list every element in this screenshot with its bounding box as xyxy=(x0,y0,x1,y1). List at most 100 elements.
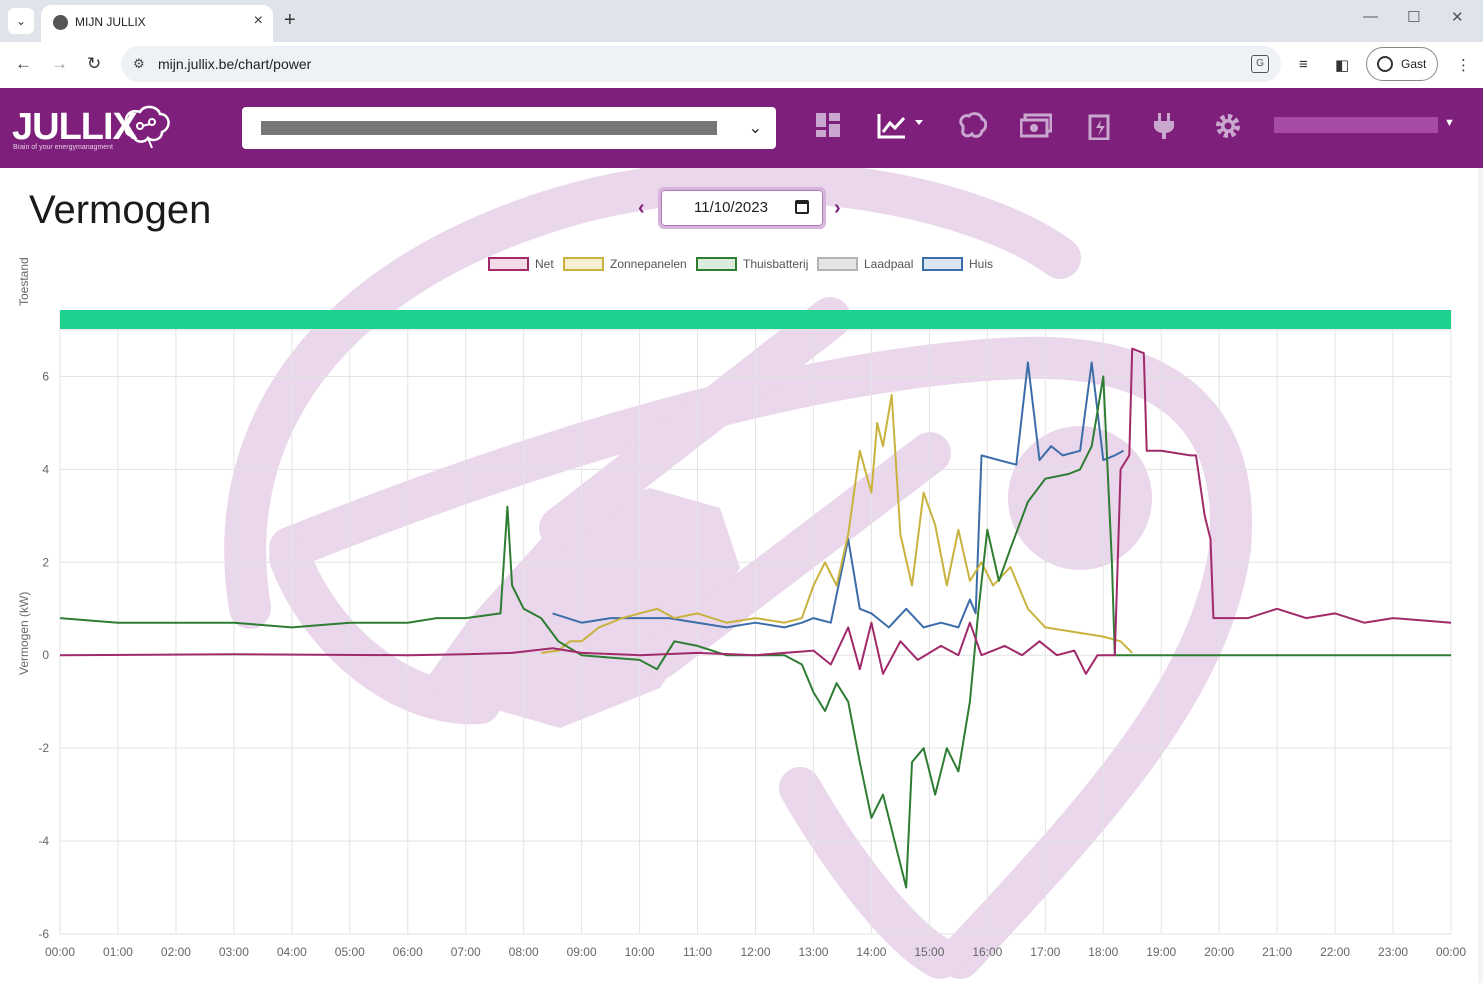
new-tab-button[interactable]: + xyxy=(284,9,296,31)
brain-icon[interactable] xyxy=(957,112,987,140)
x-tick-label: 08:00 xyxy=(509,945,539,959)
series-line-zonnepanelen xyxy=(540,394,1133,654)
x-tick-label: 23:00 xyxy=(1378,945,1408,959)
browser-tab-strip: ⌄ MIJN JULLIX × + — ☐ ✕ xyxy=(0,0,1483,42)
back-icon[interactable]: ← xyxy=(15,54,32,73)
y-tick-label: 0 xyxy=(42,648,49,662)
legend-swatch xyxy=(563,257,604,271)
forward-icon[interactable]: → xyxy=(51,54,68,73)
series-line-thuisbatterij xyxy=(59,375,1451,889)
user-menu-redacted[interactable] xyxy=(1274,117,1438,133)
x-tick-label: 11:00 xyxy=(683,945,712,959)
browser-toolbar: ← → ↻ ⚙ mijn.jullix.be/chart/power G ≡ ◧… xyxy=(0,42,1483,88)
status-axis-label: Toestand xyxy=(17,257,31,306)
y-tick-label: -6 xyxy=(38,927,49,941)
tab-search-button[interactable]: ⌄ xyxy=(8,8,34,34)
profile-icon xyxy=(1377,56,1393,72)
x-tick-label: 21:00 xyxy=(1262,945,1292,959)
site-info-icon[interactable]: ⚙ xyxy=(133,56,145,71)
x-tick-label: 19:00 xyxy=(1146,945,1176,959)
legend-swatch xyxy=(817,257,858,271)
page-scrollbar[interactable] xyxy=(1478,168,1483,983)
maximize-icon[interactable]: ☐ xyxy=(1407,9,1421,26)
side-panel-icon[interactable]: ◧ xyxy=(1335,57,1350,74)
profile-label: Gast xyxy=(1401,57,1427,71)
site-select[interactable]: ⌄ xyxy=(242,107,776,149)
browser-menu-icon[interactable]: ⋮ xyxy=(1456,57,1471,74)
media-control-icon[interactable]: ≡ xyxy=(1299,56,1308,73)
address-bar[interactable]: ⚙ mijn.jullix.be/chart/power G xyxy=(121,46,1281,82)
y-tick-label: -2 xyxy=(38,741,49,755)
x-tick-label: 09:00 xyxy=(567,945,597,959)
legend-swatch xyxy=(488,257,529,271)
x-tick-label: 04:00 xyxy=(277,945,307,959)
close-tab-icon[interactable]: × xyxy=(253,12,263,29)
legend-label: Zonnepanelen xyxy=(610,257,687,271)
reload-icon[interactable]: ↻ xyxy=(87,54,102,73)
x-tick-label: 17:00 xyxy=(1030,945,1060,959)
legend-swatch xyxy=(696,257,737,271)
x-tick-label: 15:00 xyxy=(914,945,944,959)
battery-icon[interactable] xyxy=(1088,112,1112,140)
previous-day-button[interactable]: ‹ xyxy=(638,197,645,219)
legend-item-thuisbatterij[interactable]: Thuisbatterij xyxy=(696,256,808,272)
globe-icon xyxy=(53,15,68,30)
series-line-huis xyxy=(552,361,1124,629)
y-axis-label: Vermogen (kW) xyxy=(17,592,31,675)
legend-item-zonnepanelen[interactable]: Zonnepanelen xyxy=(563,256,687,272)
x-tick-label: 01:00 xyxy=(103,945,133,959)
page-title: Vermogen xyxy=(29,188,212,232)
calendar-icon[interactable] xyxy=(795,200,809,214)
x-tick-label: 20:00 xyxy=(1204,945,1234,959)
close-window-icon[interactable]: ✕ xyxy=(1451,9,1464,26)
gear-icon[interactable] xyxy=(1214,112,1242,140)
brand-tagline: Brain of your energymanagment xyxy=(13,144,113,151)
x-tick-label: 03:00 xyxy=(219,945,249,959)
dashboard-icon[interactable] xyxy=(815,112,841,138)
chart-grid xyxy=(59,310,1452,935)
profile-button[interactable]: Gast xyxy=(1366,47,1438,81)
site-name-redacted xyxy=(261,121,717,135)
tab-title: MIJN JULLIX xyxy=(75,15,146,29)
x-tick-label: 13:00 xyxy=(798,945,828,959)
status-bar[interactable] xyxy=(60,310,1451,329)
money-icon[interactable] xyxy=(1020,112,1052,138)
legend-item-net[interactable]: Net xyxy=(488,256,554,272)
chart-icon[interactable] xyxy=(877,112,925,140)
caret-down-icon[interactable]: ▼ xyxy=(1444,117,1455,129)
legend-swatch xyxy=(922,257,963,271)
x-tick-label: 06:00 xyxy=(393,945,423,959)
minimize-icon[interactable]: — xyxy=(1363,8,1378,25)
plug-icon[interactable] xyxy=(1153,112,1175,140)
legend-item-laadpaal[interactable]: Laadpaal xyxy=(817,256,913,272)
chevron-down-icon: ⌄ xyxy=(748,120,762,137)
date-picker[interactable]: 11/10/2023 xyxy=(658,187,826,229)
x-axis-ticks: 00:00 01:00 02:00 03:00 04:00 05:00 06:00 07:00… xyxy=(45,945,1466,959)
url-text[interactable]: mijn.jullix.be/chart/power xyxy=(158,56,312,72)
y-tick-label: -4 xyxy=(38,834,49,848)
y-tick-label: 6 xyxy=(42,369,49,383)
x-tick-label: 12:00 xyxy=(740,945,770,959)
browser-tab[interactable]: MIJN JULLIX × xyxy=(41,5,273,42)
x-tick-label: 05:00 xyxy=(335,945,365,959)
x-tick-label: 02:00 xyxy=(161,945,191,959)
y-tick-label: 4 xyxy=(42,462,49,476)
x-tick-label: 00:00 xyxy=(45,945,75,959)
x-tick-label: 22:00 xyxy=(1320,945,1350,959)
series-line-net xyxy=(59,347,1452,675)
x-tick-label: 14:00 xyxy=(856,945,886,959)
legend-label: Huis xyxy=(969,257,994,271)
date-input[interactable]: 11/10/2023 xyxy=(661,190,823,226)
chart-series xyxy=(59,347,1452,889)
x-tick-label: 18:00 xyxy=(1088,945,1118,959)
legend-label: Thuisbatterij xyxy=(743,257,809,271)
brain-logo-icon xyxy=(124,105,170,149)
translate-icon[interactable]: G xyxy=(1251,55,1269,73)
y-tick-label: 2 xyxy=(42,555,49,569)
legend-item-huis[interactable]: Huis xyxy=(922,256,993,272)
next-day-button[interactable]: › xyxy=(834,197,841,219)
x-tick-label: 16:00 xyxy=(972,945,1002,959)
brand-logo[interactable]: JULLIX xyxy=(12,106,138,148)
y-axis-ticks: 6 4 2 0 -2 -4 -6 xyxy=(38,369,49,941)
